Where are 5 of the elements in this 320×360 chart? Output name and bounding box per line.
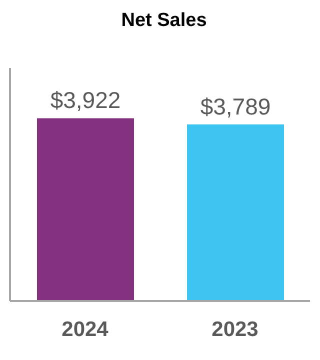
x-tick-label: 2024 (62, 318, 109, 341)
data-label: $3,922 (50, 87, 121, 114)
chart-title: Net Sales (120, 10, 208, 32)
data-label: $3,789 (200, 93, 271, 120)
x-tick-label: 2023 (212, 318, 258, 341)
